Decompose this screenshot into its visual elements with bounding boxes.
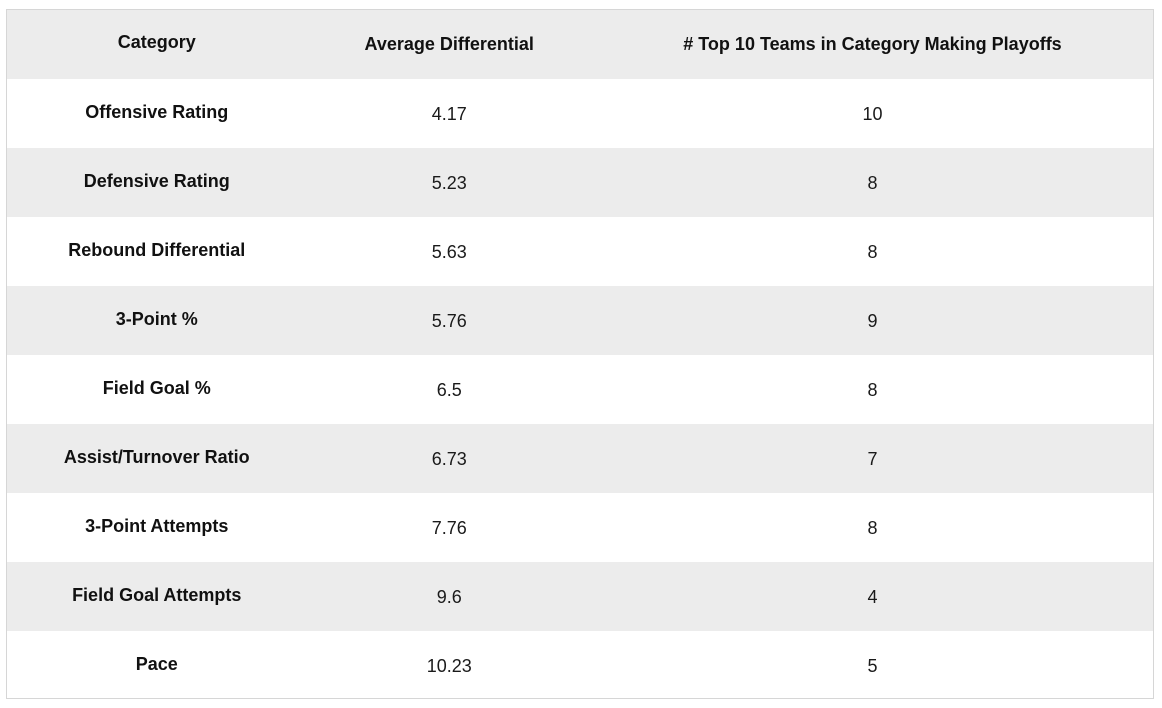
category-cell: Offensive Rating <box>85 101 229 122</box>
category-cell: Rebound Differential <box>68 239 246 260</box>
top10-playoffs-cell: 8 <box>867 380 878 400</box>
category-cell: 3-Point % <box>115 308 198 329</box>
table-row: Rebound Differential 5.63 8 <box>7 217 1153 286</box>
header-category: Category <box>117 32 196 52</box>
top10-playoffs-cell: 8 <box>867 173 878 193</box>
category-cell: 3-Point Attempts <box>85 515 229 536</box>
category-cell: Assist/Turnover Ratio <box>63 446 250 467</box>
average-differential-cell: 5.23 <box>431 173 467 193</box>
category-cell: Field Goal Attempts <box>72 584 242 605</box>
top10-playoffs-cell: 8 <box>867 242 878 262</box>
average-differential-cell: 10.23 <box>426 656 472 676</box>
average-differential-cell: 6.73 <box>431 449 467 469</box>
average-differential-cell: 9.6 <box>436 587 462 607</box>
average-differential-cell: 7.76 <box>431 518 467 538</box>
header-top10-playoffs: # Top 10 Teams in Category Making Playof… <box>683 34 1062 54</box>
average-differential-cell: 6.5 <box>436 380 462 400</box>
stats-table: Category Average Differential # Top 10 T… <box>6 9 1154 699</box>
table-row: Field Goal % 6.5 8 <box>7 355 1153 424</box>
table-row: Pace 10.23 5 <box>7 631 1153 698</box>
table-row: 3-Point Attempts 7.76 8 <box>7 493 1153 562</box>
average-differential-cell: 4.17 <box>431 104 467 124</box>
top10-playoffs-cell: 5 <box>867 656 878 676</box>
table-row: Defensive Rating 5.23 8 <box>7 148 1153 217</box>
table-row: Offensive Rating 4.17 10 <box>7 79 1153 148</box>
category-cell: Pace <box>135 653 178 674</box>
average-differential-cell: 5.76 <box>431 311 467 331</box>
top10-playoffs-cell: 8 <box>867 518 878 538</box>
table-row: Field Goal Attempts 9.6 4 <box>7 562 1153 631</box>
top10-playoffs-cell: 4 <box>867 587 878 607</box>
top10-playoffs-cell: 10 <box>862 104 883 124</box>
table-row: 3-Point % 5.76 9 <box>7 286 1153 355</box>
header-average-differential: Average Differential <box>364 34 534 54</box>
category-cell: Field Goal % <box>102 377 211 398</box>
category-cell: Defensive Rating <box>83 170 230 191</box>
table-row: Assist/Turnover Ratio 6.73 7 <box>7 424 1153 493</box>
average-differential-cell: 5.63 <box>431 242 467 262</box>
top10-playoffs-cell: 9 <box>867 311 878 331</box>
top10-playoffs-cell: 7 <box>867 449 878 469</box>
table-header-row: Category Average Differential # Top 10 T… <box>7 10 1153 79</box>
